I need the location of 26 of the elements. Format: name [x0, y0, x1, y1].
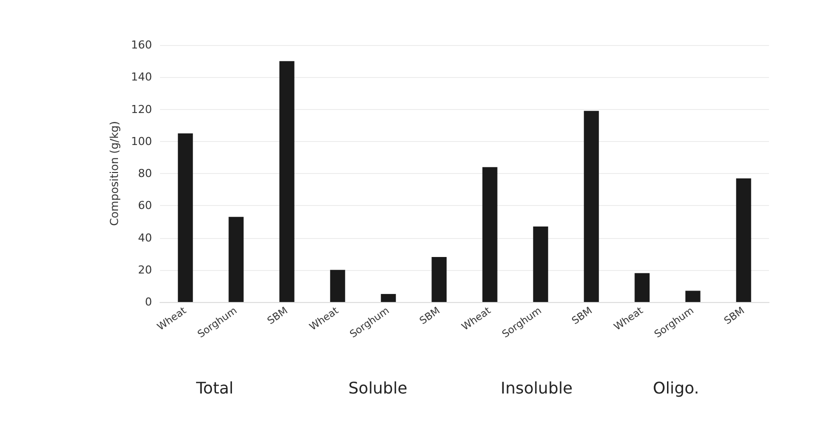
- y-tick-label: 0: [145, 296, 152, 308]
- bar: [380, 294, 396, 302]
- bar: [228, 216, 244, 302]
- bar: [178, 133, 193, 302]
- bar: [279, 61, 294, 302]
- y-tick-label: 40: [138, 231, 152, 244]
- bar: [685, 290, 700, 302]
- text: Oligo.: [652, 378, 700, 398]
- bar: [736, 178, 752, 302]
- y-tick-label: 20: [138, 263, 152, 276]
- bar: [634, 273, 650, 302]
- bar: [584, 110, 599, 302]
- y-tick-label: 100: [131, 134, 152, 148]
- y-tick-label: 80: [138, 167, 152, 180]
- text: Soluble: [348, 378, 408, 398]
- y-tick-label: 120: [131, 102, 152, 116]
- bar: [330, 270, 346, 302]
- y-tick-label: 160: [131, 38, 152, 52]
- bar: [533, 226, 548, 302]
- bar: [432, 257, 447, 302]
- text: Total: [195, 378, 234, 398]
- y-tick-label: 60: [138, 199, 152, 212]
- bar: [482, 167, 498, 302]
- y-axis-title: Composition (g/kg): [108, 121, 122, 226]
- y-tick-label: 140: [131, 70, 152, 84]
- text: Insoluble: [500, 378, 573, 398]
